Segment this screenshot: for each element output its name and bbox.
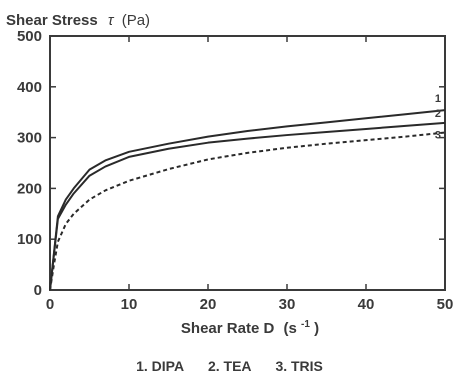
- series-label-1: 1: [435, 93, 441, 105]
- y-tick-label: 0: [34, 282, 42, 299]
- plot-frame: [49, 35, 446, 291]
- series-label-2: 2: [435, 108, 441, 120]
- x-axis-ticks: 0 10 20 30 40 50: [46, 36, 454, 313]
- chart-legend: 1. DIPA 2. TEA 3. TRIS: [0, 358, 459, 374]
- series-lines: [49, 109, 446, 291]
- legend-item-tris: 3. TRIS: [275, 358, 323, 374]
- series-label-3: 3: [435, 130, 441, 142]
- x-tick-label: 50: [437, 296, 454, 313]
- series-line-1: [49, 109, 446, 291]
- y-tick-label: 500: [17, 28, 42, 45]
- y-axis-title: Shear Stress τ (Pa): [6, 12, 150, 29]
- y-axis-ticks: 0 100 200 300 400 500: [17, 28, 445, 299]
- series-line-2: [49, 121, 446, 291]
- legend-item-tea: 2. TEA: [207, 358, 252, 374]
- y-tick-label: 100: [17, 231, 42, 248]
- x-tick-label: 0: [46, 296, 54, 313]
- x-tick-label: 40: [358, 296, 375, 313]
- shear-stress-chart: Shear Stress τ (Pa) 0 100 200 300 400 500 0 10…: [6, 12, 454, 337]
- x-axis-title: Shear Rate D (s -1 ): [181, 314, 319, 337]
- x-tick-label: 20: [200, 296, 217, 313]
- y-tick-label: 200: [17, 180, 42, 197]
- series-end-labels: 1 2 3: [435, 93, 441, 141]
- legend-item-dipa: 1. DIPA: [136, 358, 185, 374]
- series-line-3: [49, 131, 446, 291]
- plot-axes: [49, 35, 446, 291]
- y-tick-label: 300: [17, 130, 42, 147]
- y-tick-label: 400: [17, 79, 42, 96]
- x-tick-label: 30: [279, 296, 296, 313]
- x-tick-label: 10: [121, 296, 138, 313]
